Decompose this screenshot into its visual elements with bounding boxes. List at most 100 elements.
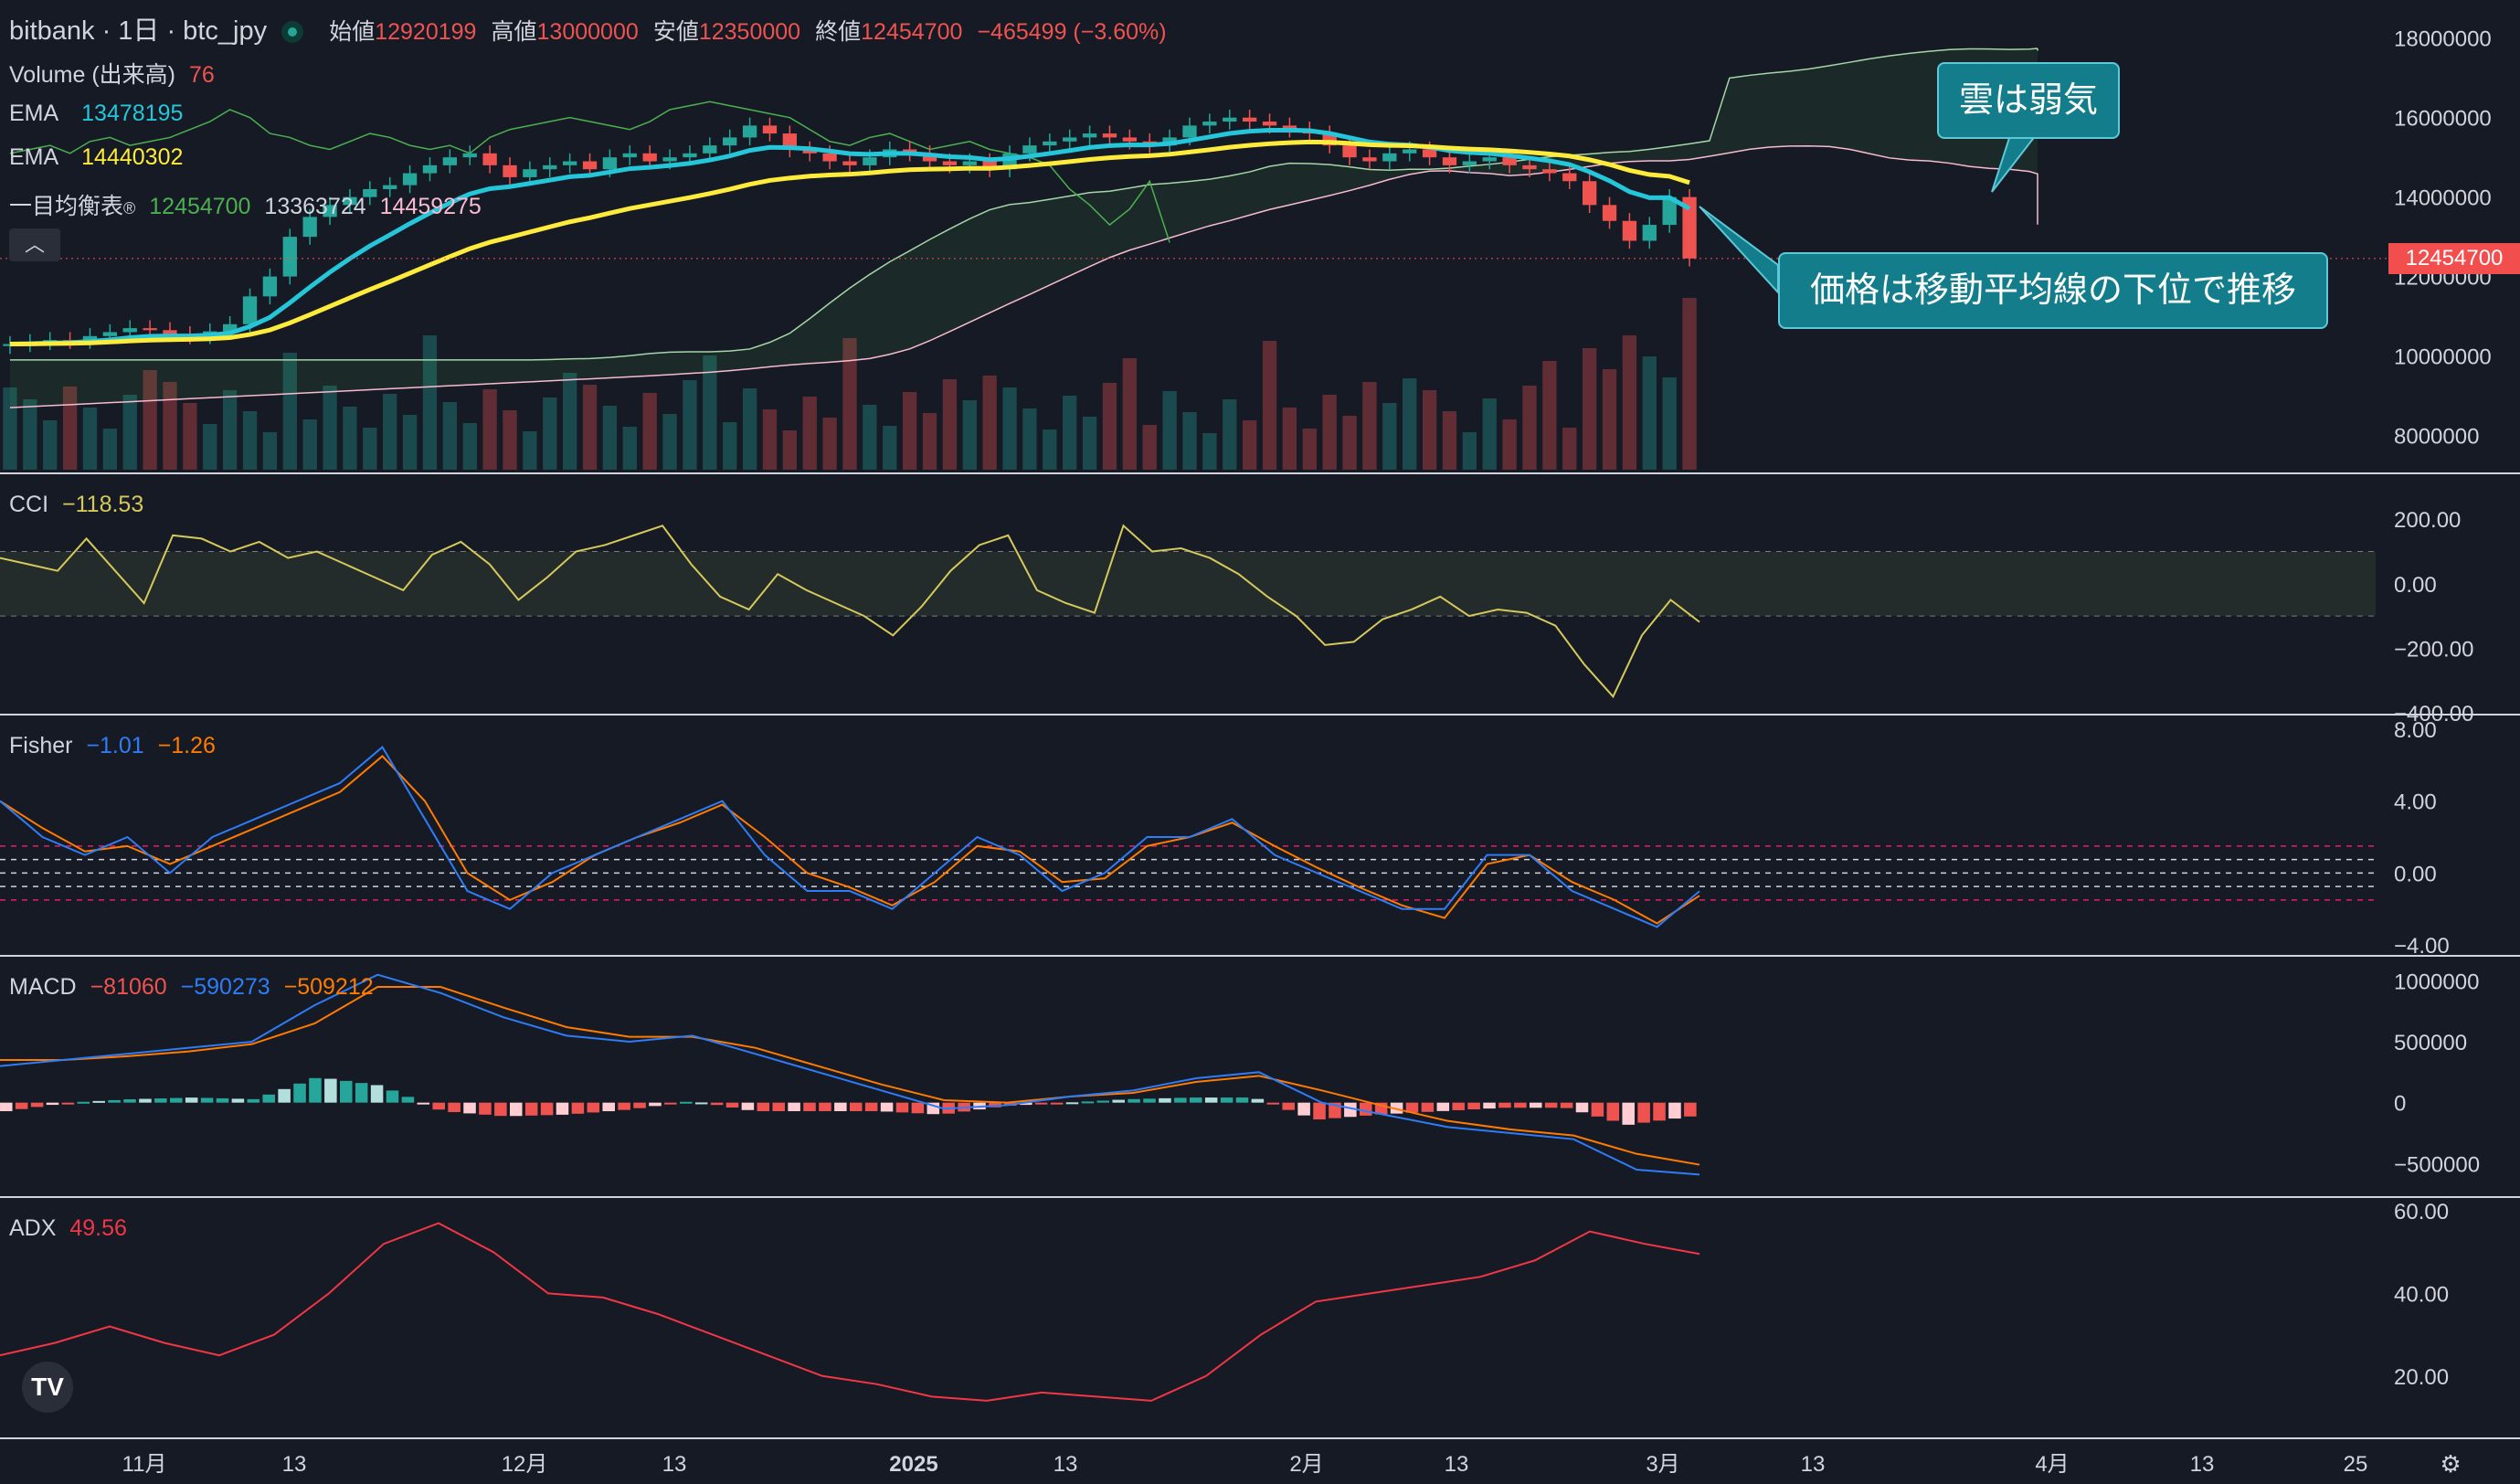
macd-histogram-bar [262, 1094, 275, 1103]
ema-fast-legend[interactable]: EMA 13478195 [9, 101, 190, 127]
cci-axis-label: 200.00 [2394, 508, 2461, 533]
macd-histogram-bar [1544, 1102, 1558, 1108]
x-axis-label: 2025 [889, 1452, 937, 1477]
macd-histogram-bar [30, 1102, 44, 1108]
ichimoku-label: 一目均衡表 [9, 194, 124, 219]
candle-body [503, 164, 517, 177]
cci-legend[interactable]: CCI −118.53 [9, 492, 151, 518]
candle-body [1102, 133, 1117, 138]
macd-legend[interactable]: MACD −81060 −590273 −509212 [9, 974, 381, 1001]
symbol-header: bitbank · 1日 · btc_jpy 始値12920199 高値1300… [9, 9, 1174, 48]
collapse-legend-button[interactable]: ︿ [9, 228, 60, 261]
macd-histogram-bar [293, 1083, 306, 1103]
gear-icon[interactable]: ⚙ [2440, 1450, 2462, 1478]
candle-body [1522, 164, 1537, 170]
volume-bar [662, 414, 677, 470]
volume-bar [762, 409, 778, 470]
volume-bar [262, 432, 278, 470]
macd-histogram-bar [216, 1097, 229, 1103]
macd-histogram-bar [1498, 1102, 1511, 1108]
close-label: 終値 [815, 19, 862, 45]
volume-bar [422, 335, 438, 470]
candle-body [662, 157, 677, 162]
macd-histogram-bar [139, 1098, 152, 1103]
volume-bar [1382, 403, 1397, 470]
macd-histogram-bar [1606, 1102, 1620, 1121]
macd-histogram-bar [1530, 1102, 1542, 1108]
ichimoku-legend[interactable]: 一目均衡表® 12454700 13363724 14459275 [9, 188, 489, 221]
candle-body [962, 161, 977, 165]
candle-body [1602, 205, 1617, 221]
volume-bar [602, 406, 618, 470]
macd-histogram-bar [401, 1097, 415, 1103]
macd-axis-label: −500000 [2394, 1152, 2480, 1177]
candle-body [1182, 125, 1197, 138]
candle-body [143, 328, 157, 331]
volume-bar [1602, 369, 1617, 470]
cloud-callout[interactable]: 雲は弱気 [1937, 62, 2120, 139]
volume-bar [203, 424, 217, 470]
macd-histogram-bar [370, 1085, 384, 1103]
price-axis-label: 16000000 [2394, 107, 2492, 132]
candle-body [1122, 137, 1138, 142]
volume-bar [922, 413, 937, 470]
macd-histogram-bar [741, 1102, 755, 1110]
macd-histogram-bar [1174, 1097, 1187, 1103]
x-axis-label: 13 [662, 1452, 687, 1477]
candle-body [523, 169, 537, 177]
fisher-axis-label: 4.00 [2394, 790, 2437, 815]
macd-histogram-bar [463, 1102, 476, 1114]
volume-legend[interactable]: Volume (出来高) 76 [9, 57, 222, 90]
candle-body [3, 344, 17, 346]
macd-histogram-bar [587, 1102, 600, 1113]
volume-bar [242, 411, 258, 470]
fisher-legend[interactable]: Fisher −1.01 −1.26 [9, 733, 223, 759]
macd-histogram-bar [200, 1097, 214, 1103]
cci-label: CCI [9, 492, 49, 517]
cci-value: −118.53 [62, 492, 144, 517]
tradingview-logo-icon[interactable]: TV [22, 1362, 73, 1413]
volume-bar [1282, 408, 1297, 470]
price-callout[interactable]: 価格は移動平均線の下位で推移 [1778, 252, 2328, 329]
volume-bar [863, 405, 877, 470]
candle-body [802, 149, 817, 154]
macd-signal-line [0, 986, 1700, 1166]
volume-bar [543, 398, 557, 470]
volume-bar [1362, 382, 1377, 470]
macd-histogram-bar [15, 1102, 28, 1109]
adx-axis-label: 60.00 [2394, 1200, 2449, 1224]
volume-bar [442, 402, 458, 470]
adx-legend[interactable]: ADX 49.56 [9, 1215, 134, 1242]
volume-bar [1182, 412, 1197, 470]
candle-body [1403, 149, 1417, 154]
macd-histogram-bar [602, 1102, 615, 1112]
volume-bar [1322, 395, 1337, 470]
candle-body [1442, 157, 1457, 165]
volume-bar [1142, 425, 1157, 470]
ema-slow-legend[interactable]: EMA 14440302 [9, 144, 190, 171]
candle-body [1662, 196, 1677, 226]
volume-bar [1262, 341, 1277, 470]
macd-histogram-bar [1575, 1102, 1589, 1113]
candle-body [762, 125, 778, 134]
high-label: 高値 [491, 19, 537, 45]
high-value: 13000000 [536, 19, 639, 45]
volume-bar [1462, 432, 1477, 470]
cci-line [0, 524, 1700, 699]
volume-value: 76 [188, 62, 215, 88]
symbol-title[interactable]: bitbank · 1日 · btc_jpy [9, 16, 268, 46]
macd-histogram-bar [46, 1102, 59, 1106]
macd-axis-label: 1000000 [2394, 970, 2479, 994]
macd-histogram-bar [788, 1102, 800, 1111]
macd-histogram-bar [1344, 1102, 1357, 1118]
volume-bar [703, 355, 717, 470]
macd-histogram-bar [618, 1102, 630, 1110]
ema-slow-label: EMA [9, 144, 59, 170]
macd-histogram-bar [1034, 1102, 1048, 1105]
change-value: −465499 (−3.60%) [977, 19, 1167, 45]
cci-axis-label: −400.00 [2394, 702, 2473, 726]
volume-bar [222, 390, 238, 470]
open-label: 始値 [329, 19, 376, 45]
x-axis-label: 13 [1054, 1452, 1078, 1477]
